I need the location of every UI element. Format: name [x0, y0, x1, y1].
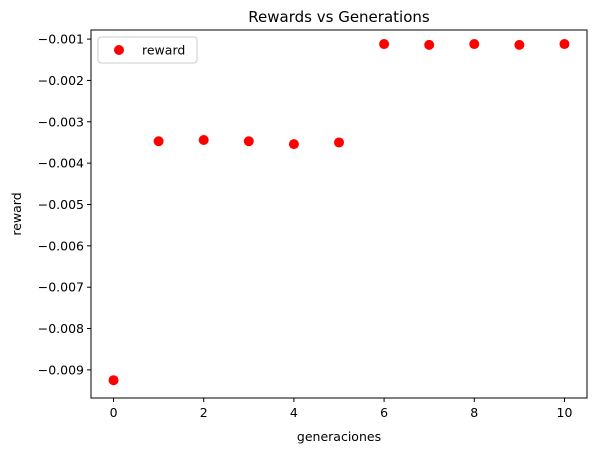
y-tick-label: −0.004: [38, 156, 84, 171]
x-tick-label: 10: [557, 405, 573, 420]
y-axis: −0.009 −0.008 −0.007 −0.006 −0.005 −0.004 −0.0…: [38, 32, 91, 377]
data-point: [288, 139, 299, 150]
legend-box: [97, 36, 198, 64]
legend-marker: [114, 45, 124, 55]
y-tick-label: −0.009: [38, 362, 84, 377]
x-tick-label: 4: [290, 405, 298, 420]
plot-area: [90, 29, 588, 399]
y-tick-label: −0.001: [38, 32, 84, 47]
x-axis: 0 2 4 6 8 10: [110, 398, 573, 420]
data-point: [153, 136, 164, 147]
y-tick-label: −0.002: [38, 73, 84, 88]
data-point: [243, 136, 254, 147]
y-tick-label: −0.006: [38, 238, 84, 253]
data-point: [424, 39, 435, 50]
chart-title: Rewards vs Generations: [248, 8, 430, 26]
data-point: [514, 39, 525, 50]
x-axis-label: generaciones: [297, 429, 381, 444]
x-tick-label: 2: [200, 405, 208, 420]
y-tick-label: −0.003: [38, 114, 84, 129]
data-point: [198, 134, 209, 145]
data-points: [108, 39, 570, 386]
y-tick-label: −0.005: [38, 197, 84, 212]
x-tick-label: 6: [380, 405, 388, 420]
x-tick-label: 0: [110, 405, 118, 420]
x-tick-label: 8: [470, 405, 478, 420]
data-point: [559, 39, 570, 50]
data-point: [108, 375, 119, 386]
y-tick-label: −0.008: [38, 321, 84, 336]
y-axis-label: reward: [9, 192, 24, 235]
data-point: [379, 39, 390, 50]
y-tick-label: −0.007: [38, 280, 84, 295]
legend: reward: [97, 36, 198, 64]
data-point: [469, 39, 480, 50]
data-point: [334, 137, 344, 148]
legend-label: reward: [142, 43, 185, 58]
